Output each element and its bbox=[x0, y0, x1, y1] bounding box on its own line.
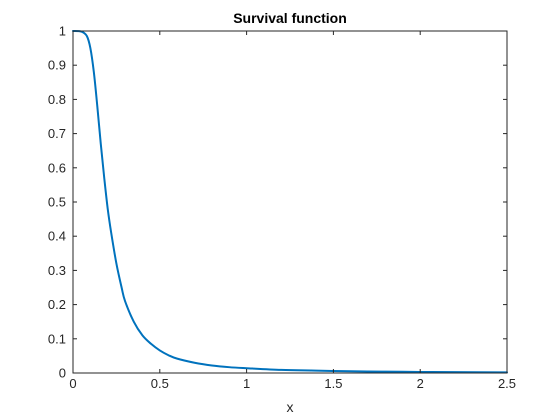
y-tick-label: 0.1 bbox=[48, 331, 66, 346]
chart-title: Survival function bbox=[233, 10, 347, 26]
x-tick-labels: 0 0.5 1 1.5 2 2.5 bbox=[69, 376, 516, 391]
axes-box bbox=[72, 30, 508, 374]
survival-curve bbox=[72, 30, 508, 374]
x-tick-label: 2 bbox=[417, 376, 424, 391]
x-tick-label: 1 bbox=[243, 376, 250, 391]
y-tick-label: 1 bbox=[59, 24, 66, 39]
y-tick-label: 0.8 bbox=[48, 92, 66, 107]
y-tick-labels: 0 0.1 0.2 0.3 0.4 0.5 0.6 0.7 0.8 0.9 1 bbox=[48, 24, 66, 381]
plot-area bbox=[73, 31, 507, 373]
y-tick-label: 0.9 bbox=[48, 58, 66, 73]
x-tick-label: 0.5 bbox=[151, 376, 169, 391]
y-tick-label: 0.5 bbox=[48, 195, 66, 210]
y-tick-label: 0.4 bbox=[48, 229, 66, 244]
series-lines bbox=[72, 30, 508, 374]
x-tick-label: 0 bbox=[69, 376, 76, 391]
x-tick-label: 2.5 bbox=[498, 376, 516, 391]
x-axis-label: x bbox=[287, 399, 294, 415]
y-tick-label: 0.2 bbox=[48, 297, 66, 312]
y-tick-label: 0.7 bbox=[48, 126, 66, 141]
y-tick-label: 0.6 bbox=[48, 160, 66, 175]
y-tick-label: 0.3 bbox=[48, 263, 66, 278]
x-tick-label: 1.5 bbox=[324, 376, 342, 391]
y-tick-label: 0 bbox=[59, 366, 66, 381]
